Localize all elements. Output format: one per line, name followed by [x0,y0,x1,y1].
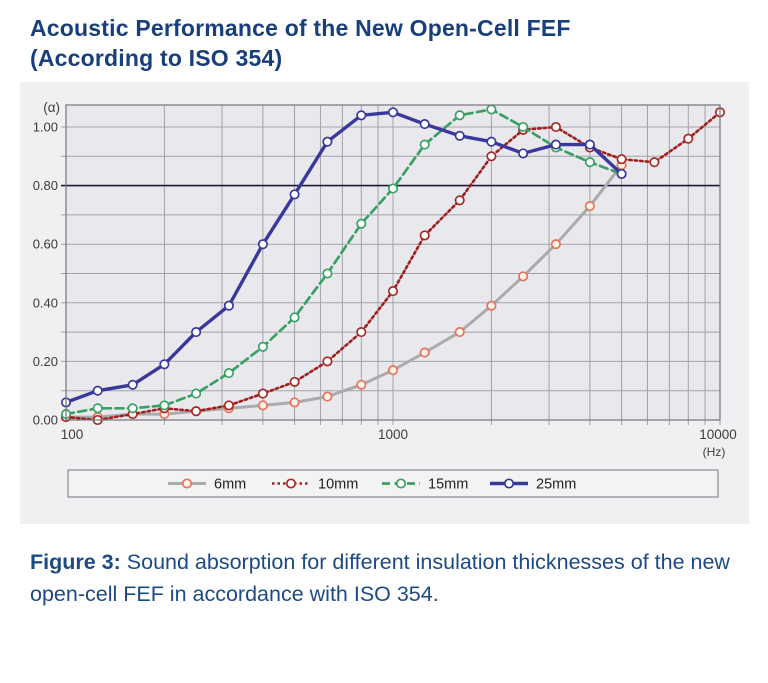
data-point-15mm-630hz [322,268,333,279]
legend-label-25mm: 25mm [536,477,576,493]
data-point-25mm-1600hz [454,130,465,141]
data-point-25mm-5000hz [616,168,627,179]
legend-marker-6mm [181,478,193,489]
data-point-25mm-125hz [92,385,103,396]
data-point-10mm-2000hz [486,151,497,162]
data-point-15mm-800hz [356,218,367,229]
svg-text:0.40: 0.40 [33,295,58,310]
legend-item-25mm: 25mm [490,477,576,493]
data-point-25mm-315hz [223,300,234,311]
data-point-25mm-400hz [257,239,268,250]
svg-text:100: 100 [61,427,84,442]
data-point-15mm-200hz [159,400,170,411]
legend-label-6mm: 6mm [214,477,246,493]
data-point-25mm-200hz [159,359,170,370]
data-point-6mm-3150hz [550,239,561,250]
chart-legend: 6mm 10mm 15mm 25mm [67,469,719,498]
data-point-25mm-2000hz [486,136,497,147]
data-point-15mm-1250hz [419,139,430,150]
data-point-25mm-1250hz [419,119,430,130]
data-point-6mm-4000hz [584,201,595,212]
data-point-10mm-400hz [257,388,268,399]
data-point-10mm-1000hz [387,286,399,297]
data-point-10mm-500hz [289,376,300,387]
data-point-10mm-250hz [191,406,202,417]
legend-marker-15mm [395,478,407,489]
figure-caption: Figure 3: Sound absorption for different… [30,546,736,611]
legend-item-10mm: 10mm [272,477,358,493]
svg-text:(Hz): (Hz) [703,445,726,459]
data-point-6mm-1000hz [387,365,399,376]
data-point-10mm-3150hz [550,121,561,133]
data-point-25mm-800hz [356,110,367,121]
data-point-25mm-630hz [322,136,333,147]
data-point-25mm-2500hz [518,148,529,159]
data-point-25mm-500hz [289,189,300,200]
legend-label-15mm: 15mm [428,477,468,493]
figure-title: Acoustic Performance of the New Open-Cel… [30,14,740,74]
data-point-10mm-6300hz [649,157,660,168]
data-point-10mm-630hz [322,356,333,367]
data-point-25mm-3150hz [550,139,561,150]
y-axis-labels: 0.00 0.20 0.40 0.60 0.80 1.00 (α) [33,100,60,428]
data-point-6mm-1250hz [419,347,430,358]
x-axis-labels: 100 1000 10000 (Hz) [61,427,737,459]
data-point-25mm-250hz [191,327,202,338]
data-point-25mm-4000hz [584,139,595,150]
svg-text:0.80: 0.80 [33,178,58,193]
legend-marker-25mm [503,478,515,489]
data-point-15mm-2500hz [518,121,529,133]
data-point-15mm-500hz [289,312,300,323]
data-point-15mm-160hz [127,403,138,414]
data-point-6mm-2000hz [486,300,497,311]
legend-marker-10mm [285,478,297,489]
legend-label-10mm: 10mm [318,477,358,493]
svg-text:10000: 10000 [699,427,737,442]
figure-caption-label: Figure 3: [30,550,121,574]
data-point-10mm-1250hz [419,230,430,241]
chart-panel: 0.00 0.20 0.40 0.60 0.80 1.00 (α) 100 1000 10000 (… [20,82,749,524]
data-point-10mm-315hz [223,400,234,411]
data-point-15mm-4000hz [584,157,595,168]
legend-item-6mm: 6mm [168,477,246,493]
svg-text:0.20: 0.20 [33,354,58,369]
data-point-6mm-400hz [257,400,268,411]
data-point-6mm-800hz [356,379,367,390]
data-point-15mm-1600hz [454,110,465,121]
figure-caption-text: Sound absorption for different insulatio… [30,550,730,607]
svg-text:(α): (α) [43,100,60,115]
data-point-15mm-1000hz [387,183,399,194]
data-point-15mm-250hz [191,388,202,399]
data-point-15mm-400hz [257,341,268,352]
svg-text:0.00: 0.00 [33,413,58,428]
svg-text:1.00: 1.00 [33,120,58,135]
sound-absorption-chart: 0.00 0.20 0.40 0.60 0.80 1.00 (α) 100 1000 10000 (… [33,100,737,498]
data-point-6mm-500hz [289,397,300,408]
svg-text:1000: 1000 [378,427,408,442]
data-point-15mm-125hz [92,403,103,414]
data-point-10mm-5000hz [616,154,627,165]
data-point-10mm-800hz [356,327,367,338]
data-point-15mm-2000hz [486,104,497,115]
legend-item-15mm: 15mm [382,477,468,493]
data-point-15mm-315hz [223,368,234,379]
figure-title-line1: Acoustic Performance of the New Open-Cel… [30,15,571,41]
series-25mm [60,107,627,408]
data-point-6mm-2500hz [518,271,529,282]
data-point-6mm-1600hz [454,327,465,338]
figure-title-line2: (According to ISO 354) [30,44,283,71]
svg-text:0.60: 0.60 [33,237,58,252]
data-point-25mm-1000hz [387,107,399,118]
data-point-10mm-1600hz [454,195,465,206]
data-point-10mm-8000hz [683,133,694,144]
data-point-6mm-630hz [322,391,333,402]
data-point-25mm-160hz [127,379,138,390]
